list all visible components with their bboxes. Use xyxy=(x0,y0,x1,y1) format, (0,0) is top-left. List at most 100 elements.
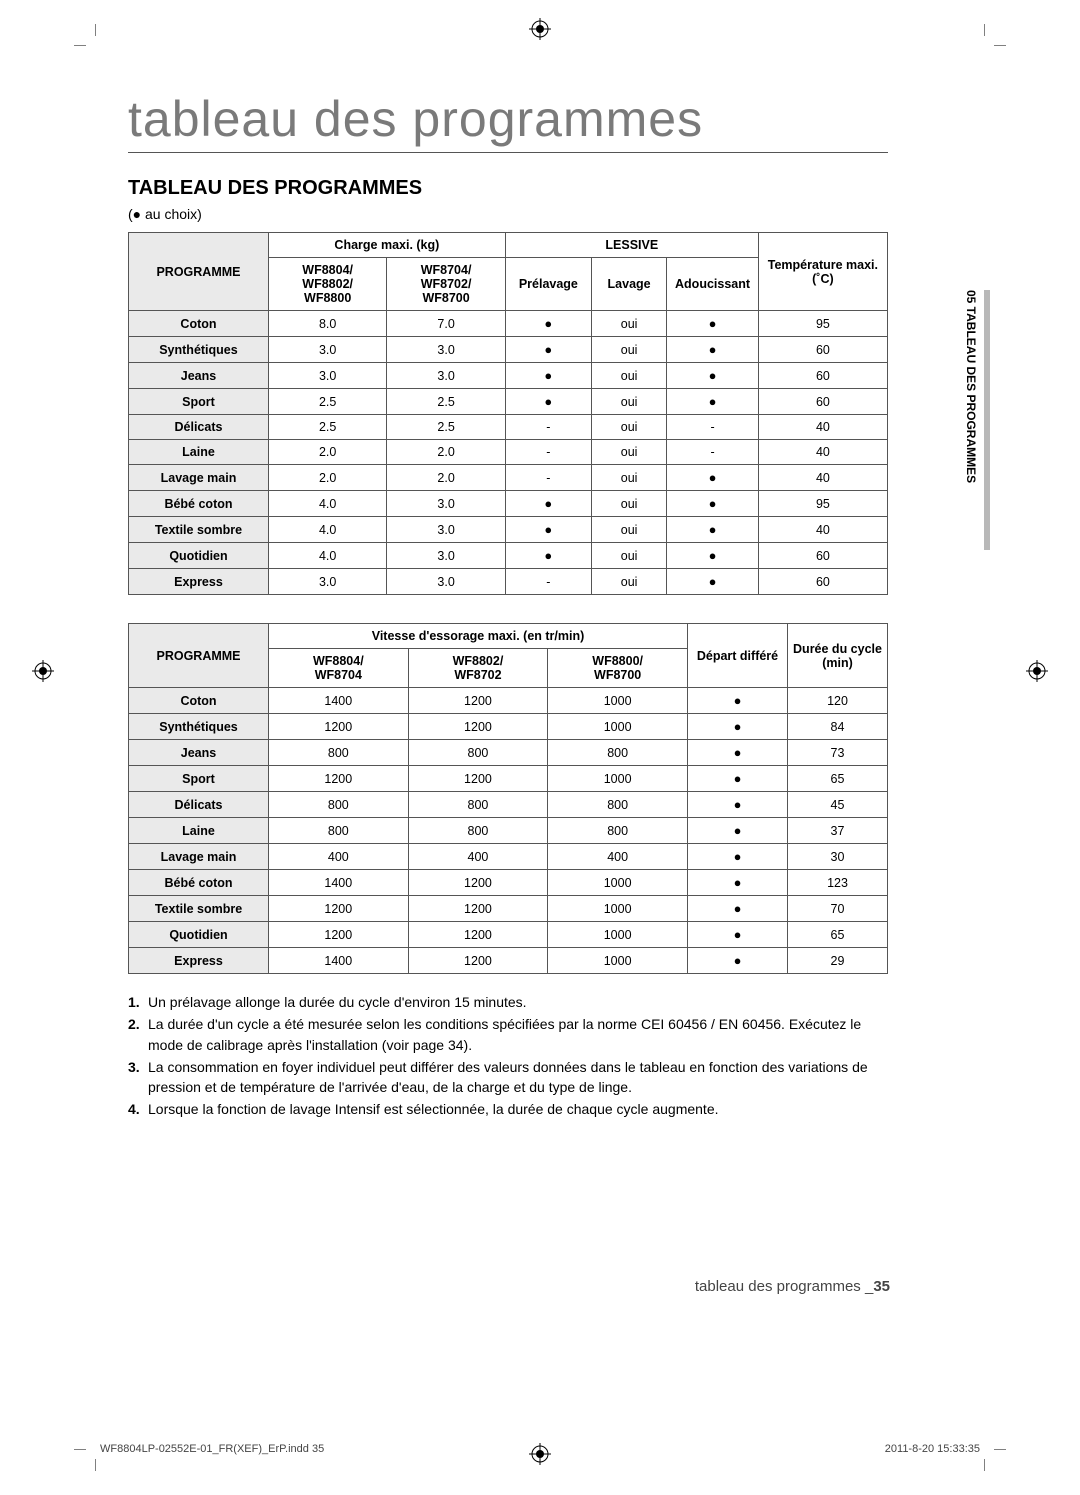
programme-cell: Synthétiques xyxy=(129,337,269,363)
data-cell: ● xyxy=(688,818,788,844)
page-footer: tableau des programmes _35 xyxy=(695,1278,890,1295)
data-cell: ● xyxy=(667,543,759,569)
th-programme: PROGRAMME xyxy=(129,624,269,688)
th-model-a: WF8804/ WF8802/ WF8800 xyxy=(268,258,386,311)
data-cell: ● xyxy=(667,363,759,389)
crop-mark xyxy=(74,24,96,46)
data-cell: ● xyxy=(505,543,591,569)
data-cell: 123 xyxy=(788,870,888,896)
data-cell: ● xyxy=(667,491,759,517)
th-lessive: LESSIVE xyxy=(505,233,758,258)
table-row: Lavage main2.02.0-oui●40 xyxy=(129,465,888,491)
data-cell: ● xyxy=(688,766,788,792)
data-cell: 120 xyxy=(788,688,888,714)
table-row: Sport120012001000●65 xyxy=(129,766,888,792)
data-cell: 1000 xyxy=(548,714,688,740)
data-cell: 800 xyxy=(269,740,409,766)
data-cell: ● xyxy=(688,922,788,948)
data-cell: oui xyxy=(591,491,666,517)
data-cell: ● xyxy=(688,896,788,922)
data-cell: oui xyxy=(591,311,666,337)
data-cell: 1000 xyxy=(548,896,688,922)
data-cell: oui xyxy=(591,465,666,491)
programme-cell: Lavage main xyxy=(129,465,269,491)
page-number: 35 xyxy=(873,1278,890,1295)
th-prelavage: Prélavage xyxy=(505,258,591,311)
data-cell: 2.0 xyxy=(268,465,386,491)
data-cell: ● xyxy=(505,389,591,415)
data-cell: 400 xyxy=(408,844,548,870)
table-row: Bébé coton4.03.0●oui●95 xyxy=(129,491,888,517)
data-cell: 2.5 xyxy=(268,389,386,415)
data-cell: 1000 xyxy=(548,922,688,948)
th-temp: Température maxi. (˚C) xyxy=(758,233,887,311)
data-cell: 1200 xyxy=(408,896,548,922)
registration-mark xyxy=(529,18,551,40)
data-cell: oui xyxy=(591,543,666,569)
footnote-number: 4. xyxy=(128,1099,148,1119)
data-cell: ● xyxy=(505,363,591,389)
data-cell: 3.0 xyxy=(387,569,505,595)
data-cell: 800 xyxy=(408,792,548,818)
programme-cell: Textile sombre xyxy=(129,896,269,922)
legend-note: (● au choix) xyxy=(128,206,888,222)
data-cell: 800 xyxy=(548,818,688,844)
data-cell: 2.0 xyxy=(268,440,386,465)
data-cell: ● xyxy=(505,491,591,517)
data-cell: 1400 xyxy=(269,870,409,896)
programme-cell: Délicats xyxy=(129,415,269,440)
data-cell: 30 xyxy=(788,844,888,870)
footnote-text: La consommation en foyer individuel peut… xyxy=(148,1057,888,1098)
data-cell: 3.0 xyxy=(268,363,386,389)
data-cell: 60 xyxy=(758,389,887,415)
data-cell: ● xyxy=(667,517,759,543)
programme-cell: Laine xyxy=(129,818,269,844)
data-cell: - xyxy=(505,440,591,465)
data-cell: - xyxy=(505,465,591,491)
data-cell: ● xyxy=(667,337,759,363)
data-cell: 40 xyxy=(758,517,887,543)
programme-cell: Jeans xyxy=(129,740,269,766)
data-cell: 800 xyxy=(408,740,548,766)
footnote-number: 2. xyxy=(128,1014,148,1055)
data-cell: ● xyxy=(688,714,788,740)
data-cell: 60 xyxy=(758,569,887,595)
table-row: Sport2.52.5●oui●60 xyxy=(129,389,888,415)
data-cell: oui xyxy=(591,337,666,363)
data-cell: 3.0 xyxy=(268,337,386,363)
data-cell: 40 xyxy=(758,440,887,465)
data-cell: 60 xyxy=(758,337,887,363)
data-cell: 95 xyxy=(758,311,887,337)
data-cell: 3.0 xyxy=(387,491,505,517)
registration-mark xyxy=(1026,660,1048,682)
data-cell: ● xyxy=(667,389,759,415)
data-cell: 65 xyxy=(788,766,888,792)
section-tab: 05 TABLEAU DES PROGRAMMES xyxy=(966,290,990,550)
programme-cell: Quotidien xyxy=(129,922,269,948)
footnote-item: 1.Un prélavage allonge la durée du cycle… xyxy=(128,992,888,1012)
programme-cell: Coton xyxy=(129,311,269,337)
footnotes: 1.Un prélavage allonge la durée du cycle… xyxy=(128,992,888,1120)
programme-cell: Textile sombre xyxy=(129,517,269,543)
table-row: Laine2.02.0-oui-40 xyxy=(129,440,888,465)
registration-mark xyxy=(529,1443,551,1465)
data-cell: 1200 xyxy=(269,922,409,948)
data-cell: ● xyxy=(505,311,591,337)
page-title: tableau des programmes xyxy=(128,90,888,153)
data-cell: 800 xyxy=(269,792,409,818)
print-timestamp: 2011-8-20 15:33:35 xyxy=(885,1443,980,1455)
data-cell: 60 xyxy=(758,543,887,569)
data-cell: ● xyxy=(688,740,788,766)
data-cell: 40 xyxy=(758,465,887,491)
footnote-number: 1. xyxy=(128,992,148,1012)
data-cell: 1200 xyxy=(269,714,409,740)
table-row: Express3.03.0-oui●60 xyxy=(129,569,888,595)
footnote-text: La durée d'un cycle a été mesurée selon … xyxy=(148,1014,888,1055)
data-cell: oui xyxy=(591,517,666,543)
data-cell: ● xyxy=(667,465,759,491)
data-cell: 400 xyxy=(269,844,409,870)
footnote-number: 3. xyxy=(128,1057,148,1098)
data-cell: 800 xyxy=(408,818,548,844)
data-cell: ● xyxy=(688,688,788,714)
table-row: Textile sombre120012001000●70 xyxy=(129,896,888,922)
